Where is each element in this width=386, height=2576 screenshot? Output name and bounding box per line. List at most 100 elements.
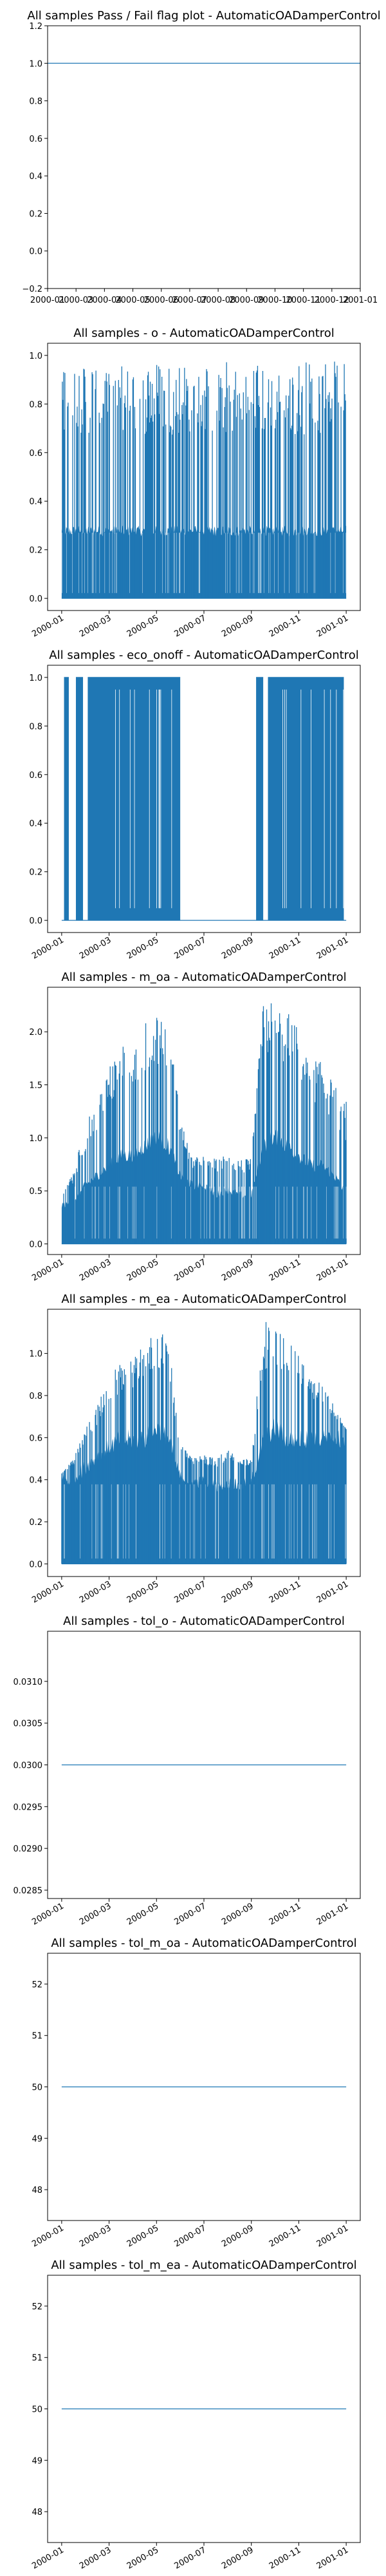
x-tick-label: 2000-03 [78, 2545, 113, 2571]
y-tick-label: 52 [32, 1980, 42, 1990]
x-tick-label: 2000-09 [220, 613, 255, 639]
x-tick-label: 2000-01 [30, 1901, 66, 1927]
x-tick-label: 2000-09 [220, 1579, 255, 1605]
x-tick-label: 2001-01 [315, 1901, 351, 1927]
x-tick-label: 2000-03 [78, 1257, 113, 1283]
x-tick-label: 2001-01 [315, 613, 351, 639]
y-tick-label: 0.0300 [14, 1761, 43, 1771]
chart-title: All samples - tol_m_oa - AutomaticOADamp… [51, 1937, 356, 1950]
y-tick-label: 0.4 [29, 1476, 42, 1486]
x-tick-label: 2000-07 [172, 1579, 208, 1605]
y-tick-label: 0.2 [29, 1518, 42, 1528]
subplot-2: All samples - o - AutomaticOADamperContr… [29, 327, 361, 639]
y-tick-label: 48 [32, 2508, 42, 2517]
subplot-1: All samples Pass / Fail flag plot - Auto… [22, 9, 380, 305]
chart-title: All samples - tol_o - AutomaticOADamperC… [63, 1615, 345, 1628]
x-tick-label: 2000-11 [268, 935, 303, 961]
y-tick-label: 48 [32, 2186, 42, 2195]
x-tick-label: 2000-11 [268, 2545, 303, 2571]
y-tick-label: 0.0 [29, 1560, 42, 1569]
x-tick-label: 2000-07 [172, 1257, 208, 1283]
x-tick-label: 2000-09 [220, 935, 255, 961]
y-tick-label: 2.0 [29, 1028, 42, 1037]
y-tick-label: 0.0 [29, 594, 42, 604]
x-tick-label: 2000-03 [78, 2223, 113, 2249]
x-tick-label: 2001-01 [315, 935, 351, 961]
x-tick-label: 2000-12 [315, 296, 349, 305]
chart-title: All samples Pass / Fail flag plot - Auto… [27, 9, 380, 23]
y-tick-label: 49 [32, 2456, 42, 2466]
x-tick-label: 2000-01 [30, 296, 65, 305]
x-tick-label: 2000-09 [229, 296, 264, 305]
y-tick-label: 0.6 [29, 135, 42, 144]
x-tick-label: 2000-07 [172, 2223, 208, 2249]
x-tick-label: 2000-06 [144, 296, 179, 305]
series-on-block-4 [256, 677, 264, 921]
y-tick-label: 0.0305 [14, 1719, 43, 1729]
x-tick-label: 2000-03 [78, 935, 113, 961]
y-tick-label: 1.0 [29, 1350, 42, 1359]
x-tick-label: 2000-04 [87, 296, 122, 305]
y-tick-label: 50 [32, 2083, 42, 2093]
x-tick-label: 2000-07 [172, 613, 208, 639]
y-tick-label: 51 [32, 2032, 42, 2041]
series-on-block-5 [268, 677, 344, 921]
y-tick-label: 51 [32, 2354, 42, 2363]
subplot-5: All samples - m_ea - AutomaticOADamperCo… [29, 1293, 361, 1605]
series-on-block-3 [87, 677, 181, 921]
y-tick-label: 0.0 [29, 916, 42, 926]
x-tick-label: 2000-09 [220, 1901, 255, 1927]
x-tick-label: 2000-05 [125, 2223, 161, 2249]
subplot-3: All samples - eco_onoff - AutomaticOADam… [29, 649, 361, 961]
y-tick-label: 0.0 [29, 247, 42, 257]
y-tick-label: 0.4 [29, 172, 42, 182]
y-tick-label: 0.2 [29, 546, 42, 556]
y-tick-label: 0.2 [29, 868, 42, 878]
y-tick-label: 0.6 [29, 1434, 42, 1443]
plot-area [61, 361, 347, 599]
x-tick-label: 2000-11 [268, 2223, 303, 2249]
y-tick-label: 0.6 [29, 771, 42, 781]
x-tick-label: 2000-09 [220, 1257, 255, 1283]
x-tick-label: 2000-05 [125, 2545, 161, 2571]
plot-area [61, 677, 347, 921]
x-tick-label: 2000-01 [30, 2223, 66, 2249]
y-tick-label: 0.8 [29, 97, 42, 107]
x-tick-label: 2000-05 [125, 935, 161, 961]
x-tick-label: 2000-11 [268, 1579, 303, 1605]
subplot-7: All samples - tol_m_oa - AutomaticOADamp… [30, 1937, 361, 2249]
y-tick-label: −0.2 [22, 285, 42, 294]
x-tick-label: 2000-05 [115, 296, 150, 305]
x-tick-label: 2000-11 [268, 1901, 303, 1927]
y-tick-label: 0.6 [29, 449, 42, 459]
subplot-6: All samples - tol_o - AutomaticOADamperC… [14, 1615, 361, 1927]
x-tick-label: 2000-11 [268, 1257, 303, 1283]
x-tick-label: 2000-01 [30, 1257, 66, 1283]
x-tick-label: 2000-01 [30, 1579, 66, 1605]
x-tick-label: 2000-10 [257, 296, 292, 305]
chart-title: All samples - m_ea - AutomaticOADamperCo… [61, 1293, 346, 1306]
x-tick-label: 2001-01 [343, 296, 378, 305]
y-tick-label: 52 [32, 2302, 42, 2312]
x-tick-label: 2000-05 [125, 1257, 161, 1283]
y-tick-label: 1.2 [29, 22, 42, 32]
chart-title: All samples - tol_m_ea - AutomaticOADamp… [51, 2259, 356, 2272]
y-tick-label: 0.0285 [14, 1886, 43, 1896]
x-tick-label: 2000-03 [78, 1901, 113, 1927]
y-tick-label: 1.0 [29, 674, 42, 683]
x-tick-label: 2001-01 [315, 1579, 351, 1605]
y-tick-label: 1.0 [29, 352, 42, 361]
x-tick-label: 2000-08 [201, 296, 235, 305]
x-tick-label: 2000-09 [220, 2545, 255, 2571]
x-tick-label: 2000-05 [125, 1901, 161, 1927]
series-on-block-1 [64, 677, 69, 921]
y-tick-label: 0.5 [29, 1187, 42, 1197]
y-tick-label: 1.0 [29, 59, 42, 69]
y-tick-label: 0.0 [29, 1240, 42, 1250]
x-tick-label: 2000-05 [125, 1579, 161, 1605]
y-tick-label: 0.0290 [14, 1844, 43, 1854]
x-tick-label: 2000-05 [125, 613, 161, 639]
y-tick-label: 1.0 [29, 1134, 42, 1144]
axes-frame [47, 25, 361, 289]
